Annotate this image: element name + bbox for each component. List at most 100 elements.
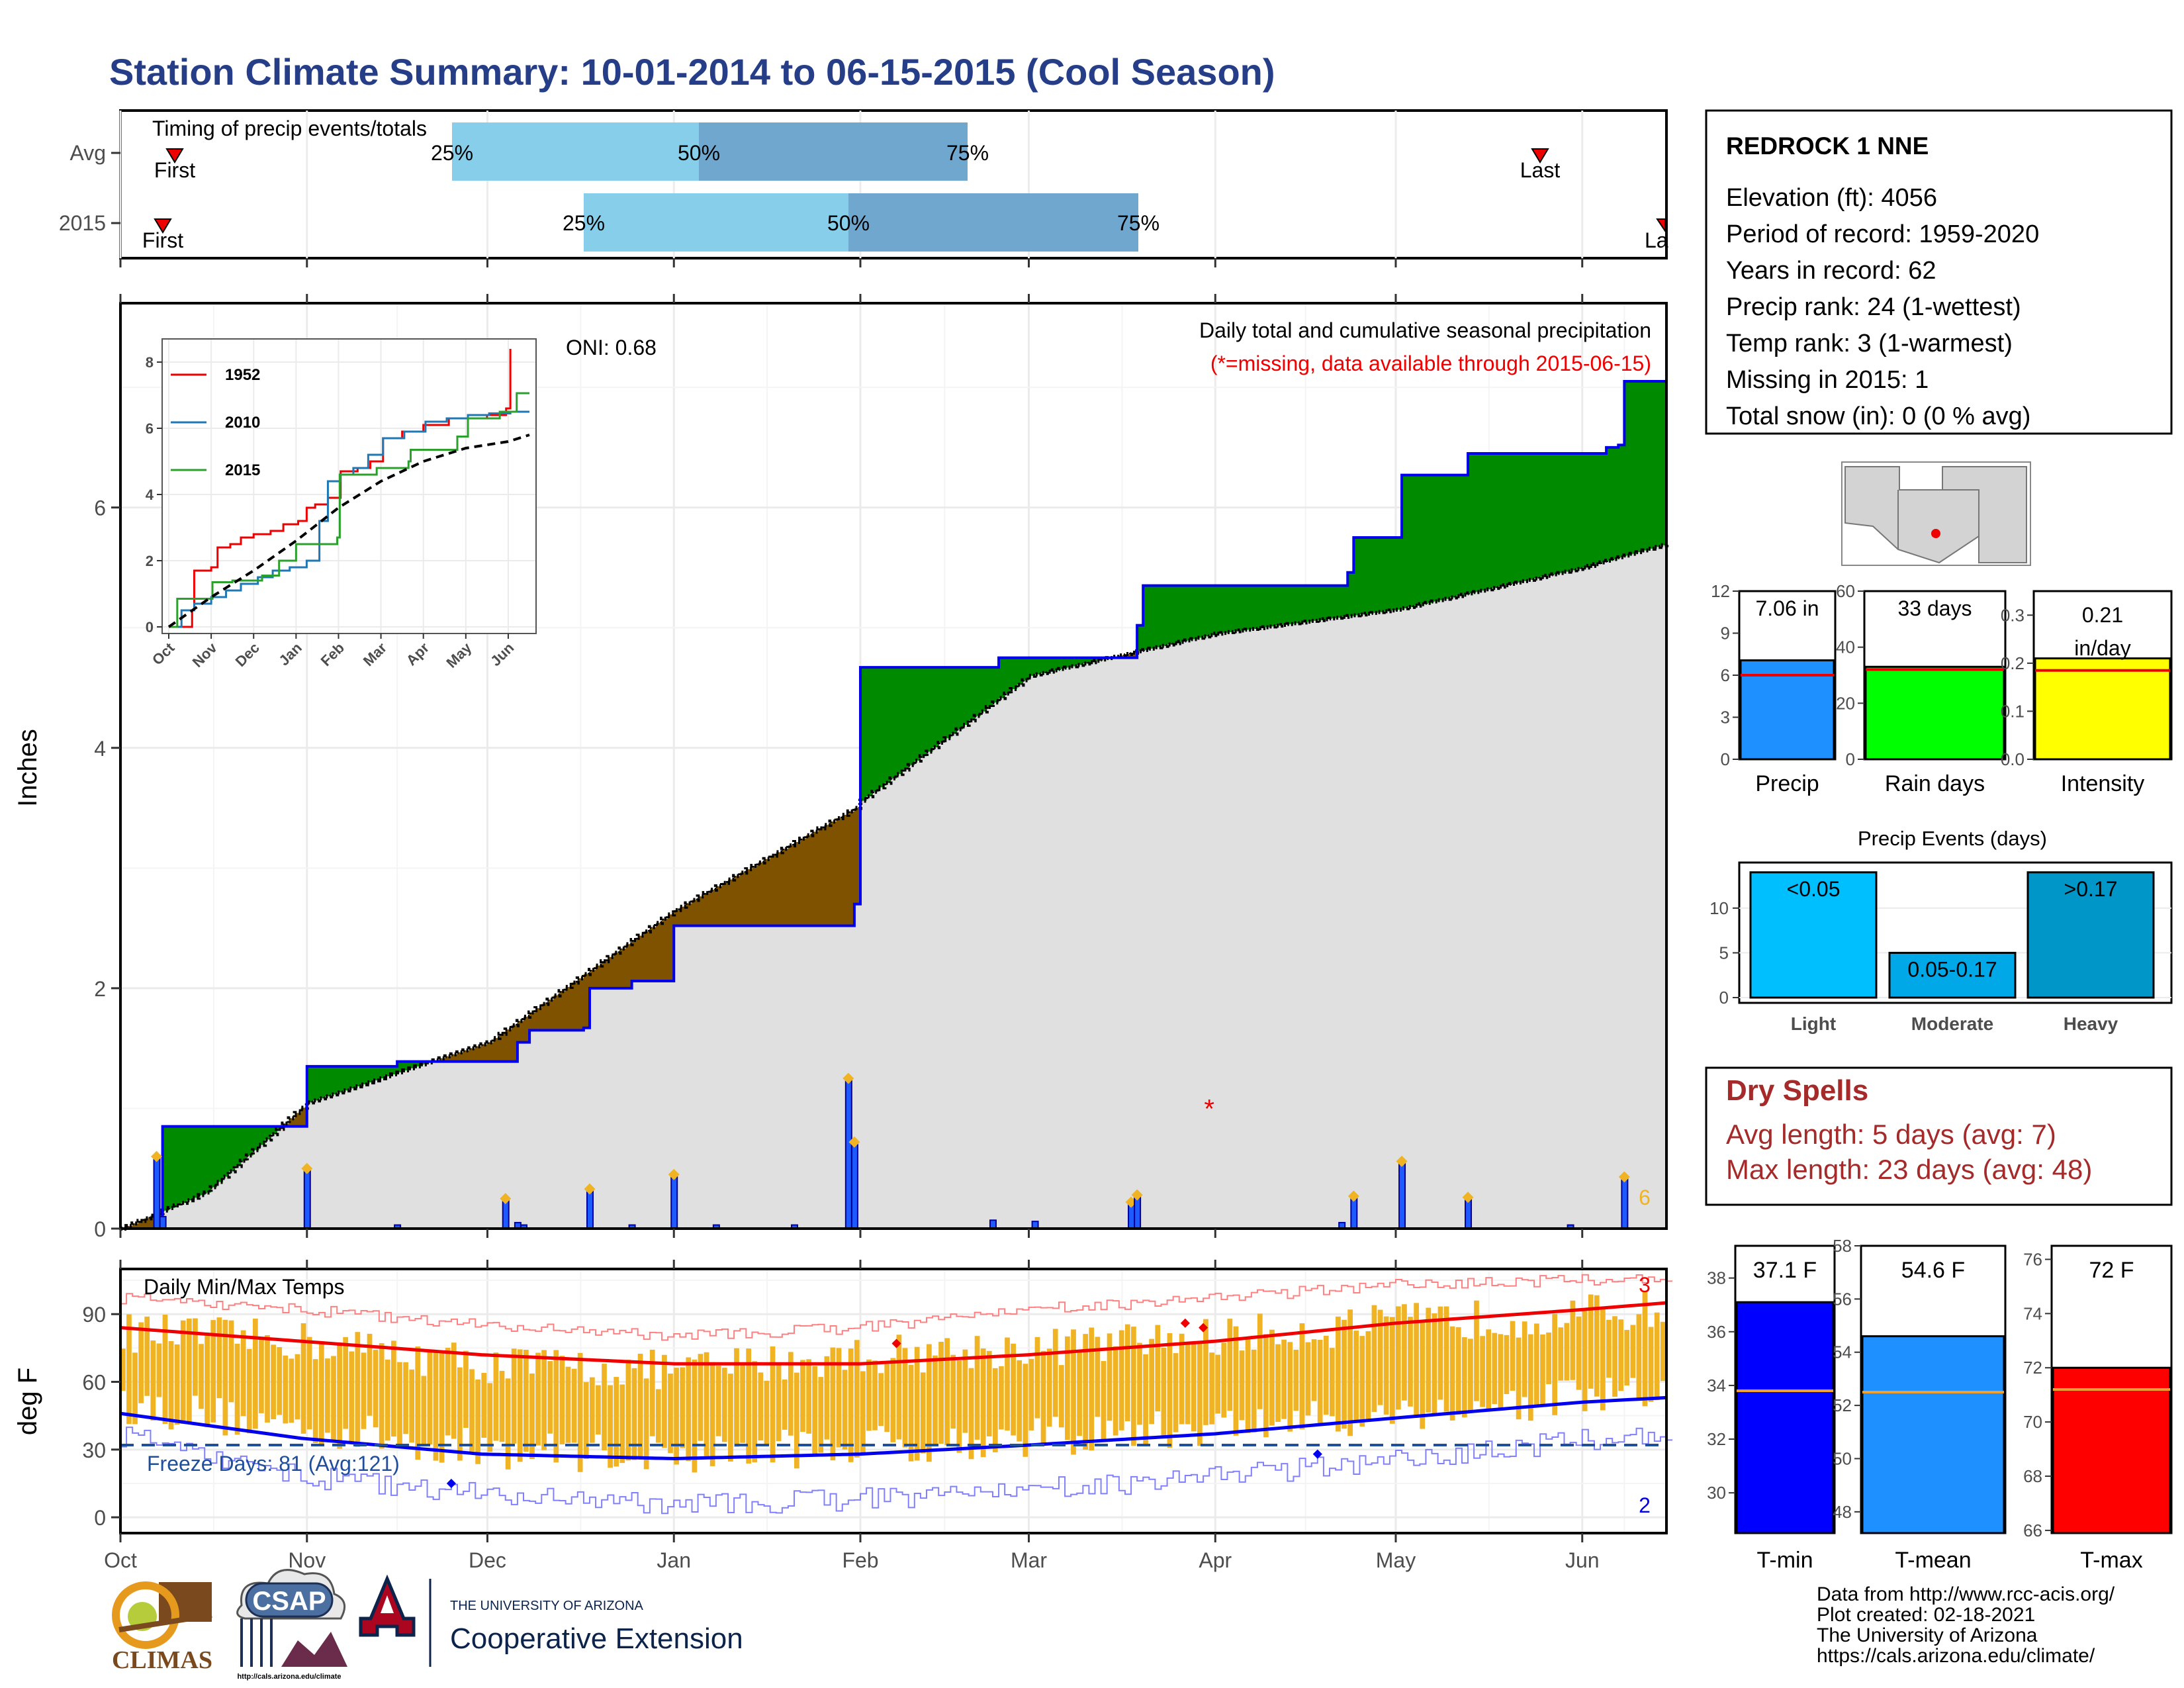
precip-daily-bar-top-marker [1347,1190,1359,1202]
temp-daily-range-bar [1137,1342,1142,1425]
precip-daily-bar-top-marker [848,1136,860,1148]
precip-daily-bar [159,1215,167,1229]
climas-logo-text: CLIMAS [112,1646,212,1674]
extension-name: Cooperative Extension [450,1622,743,1655]
temp-bar-y-tick: 38 [1707,1268,1726,1288]
mini-bar-y-tick: 3 [1721,708,1730,727]
temp-bar-y-tick: 70 [2023,1412,2042,1432]
temp-daily-range-bar [1028,1358,1034,1430]
timing-avg-pct-50: 50% [678,141,720,165]
temp-daily-range-bar [150,1340,156,1421]
precip-daily-bar [1621,1176,1629,1229]
temp-daily-range-bar [493,1352,499,1441]
temp-daily-range-bar [1576,1316,1582,1390]
temp-bar-label: T-mean [1895,1548,1971,1573]
temp-daily-range-bar [926,1344,932,1462]
temp-daily-range-bar [205,1336,210,1428]
precip-event-label: Moderate [1911,1013,1993,1034]
temp-daily-range-bar [842,1370,848,1450]
temp-daily-range-bar [312,1359,318,1443]
mini-bar-y-tick: 0.1 [2001,701,2025,721]
temp-daily-range-bar [571,1368,577,1443]
temp-y-tick-label: 90 [82,1303,106,1327]
temp-bar-y-tick: 76 [2023,1249,2042,1269]
temp-daily-range-bar [415,1346,421,1460]
precip-caption-missing: (*=missing, data available through 2015-… [1210,352,1651,375]
inset-legend-label: 2010 [225,414,260,432]
timing-label: Timing of precip events/totals [152,117,427,140]
temp-record-low-count: 2 [1639,1493,1651,1517]
dry-spells-avg: Avg length: 5 days (avg: 7) [1726,1119,2056,1150]
temp-daily-range-bar [1245,1336,1251,1433]
temp-daily-range-bar [608,1385,613,1468]
timing-2015-bar-50-75 [848,193,1138,252]
temp-bar-y-tick: 58 [1833,1236,1852,1256]
temp-bar-y-tick: 68 [2023,1466,2042,1486]
temp-daily-range-bar [1005,1337,1010,1431]
temp-daily-range-bar [283,1355,289,1424]
footer-line-1: Data from http://www.rcc-acis.org/ [1817,1583,2115,1605]
temp-daily-range-bar [1197,1341,1203,1446]
temp-daily-range-bar [259,1338,264,1413]
station-info-line: Years in record: 62 [1726,257,1936,285]
temp-daily-range-bar [866,1359,872,1431]
temp-daily-range-bar [252,1318,258,1429]
station-info-line: Temp rank: 3 (1-warmest) [1726,330,2013,357]
temp-daily-range-bar [126,1314,132,1425]
precip-event-range: >0.17 [2064,877,2118,901]
temp-daily-range-bar [1516,1337,1522,1420]
temp-daily-range-bar [144,1316,150,1396]
inset-series-line [169,349,512,628]
timing-avg-last-label: Last [1520,158,1561,182]
temp-daily-range-bar [138,1322,144,1403]
temp-daily-range-bar [728,1374,733,1462]
location-map [1841,461,2031,566]
dry-spells-max: Max length: 23 days (avg: 48) [1726,1154,2092,1185]
temp-daily-range-bar [1383,1316,1389,1415]
temp-bar [2052,1366,2171,1534]
temp-daily-range-bar [944,1338,950,1446]
dry-spells-title: Dry Spells [1726,1074,1868,1107]
temp-daily-range-bar [1203,1319,1208,1425]
temp-x-axis: Oct Nov Dec Jan Feb Mar Apr May Jun [104,1260,1600,1572]
timing-avg-bar-50-75 [699,122,968,181]
temp-daily-range-bar [1455,1327,1461,1415]
temp-daily-range-bar [1275,1344,1281,1422]
temp-x-tick-label: Feb [842,1548,878,1572]
precip-daily-bar-top-marker [1396,1155,1408,1167]
temp-daily-range-bar [1052,1329,1058,1417]
temp-daily-range-bar [577,1352,583,1472]
temp-panel: Daily Min/Max Temps Freeze Days: 81 (Avg… [13,1260,1673,1572]
temp-daily-range-bar [1167,1333,1173,1448]
temp-daily-range-bar [848,1348,854,1462]
temp-daily-range-bar [1612,1316,1617,1397]
temp-daily-range-bar [1251,1349,1257,1432]
temp-daily-range-bar [1377,1309,1383,1405]
temp-daily-range-bar [1660,1321,1666,1382]
temp-daily-range-bar [1486,1329,1492,1412]
temp-daily-range-bar [277,1347,283,1415]
temp-daily-range-bar [872,1360,878,1430]
temp-daily-range-bar [830,1347,836,1461]
temp-daily-range-bar [980,1348,986,1458]
temp-daily-range-bar [794,1372,799,1469]
inset-y-tick-label: 6 [146,420,154,437]
temp-daily-range-bar [1071,1329,1076,1455]
mini-bar-chart: 33 days 0 20 40 60 Rain days [1836,581,2007,796]
temp-bar-chart: 37.1 F 30 32 34 36 38 T-min [1707,1244,1836,1573]
temp-daily-range-bar [1023,1364,1028,1457]
temp-daily-range-bar [1353,1331,1359,1422]
timing-2015-first-label: First [142,228,183,252]
temp-daily-range-bar [1017,1360,1023,1442]
temp-daily-range-bar [505,1378,511,1470]
temp-daily-range-bar [1588,1294,1594,1389]
station-info-line: Total snow (in): 0 (0 % avg) [1726,402,2030,430]
temp-record-high-marker [1180,1318,1190,1328]
timing-avg-last-marker [1531,148,1549,164]
temp-daily-range-bar [1077,1351,1082,1436]
precip-event-range: 0.05-0.17 [1907,957,1997,981]
temp-daily-range-bar [715,1366,721,1436]
timing-avg-pct-75: 75% [946,141,989,165]
inset-frame [162,339,536,633]
temp-daily-range-bar [397,1362,402,1445]
